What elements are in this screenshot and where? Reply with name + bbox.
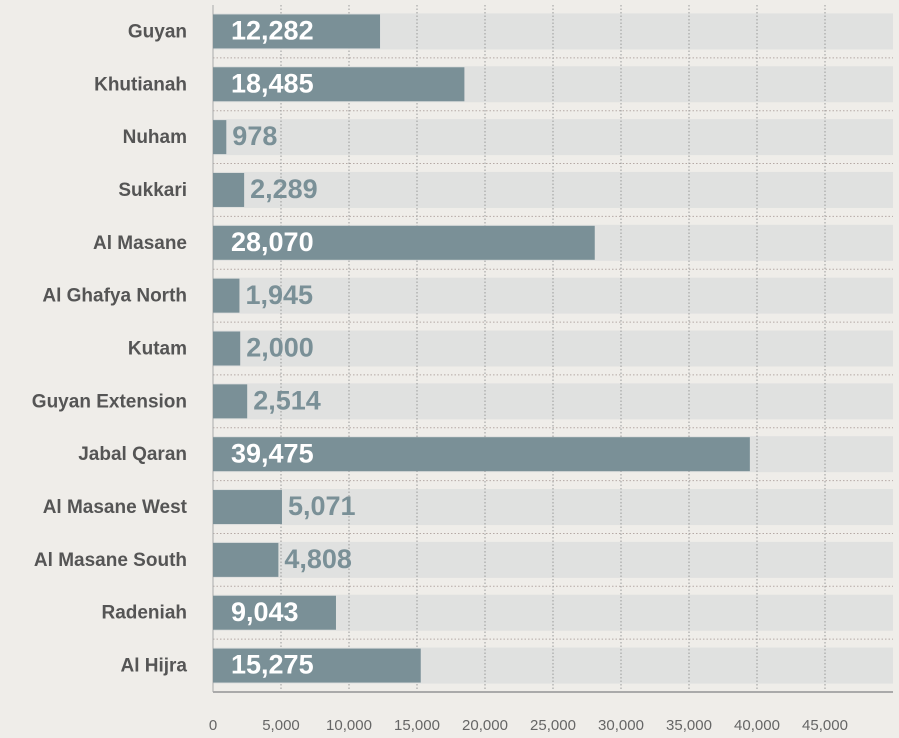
x-tick-label: 15,000 (394, 717, 440, 734)
x-tick-label: 40,000 (734, 717, 780, 734)
bar (213, 384, 247, 418)
chart: 0 5,000 10,000 15,000 20,000 25,000 30,000 35,0… (0, 0, 899, 738)
value-label: 978 (232, 121, 277, 151)
category-label: Al Masane South (34, 550, 187, 571)
x-tick-label: 5,000 (262, 717, 300, 734)
x-tick-label: 10,000 (326, 717, 372, 734)
value-label: 15,275 (231, 650, 314, 680)
value-label: 2,000 (246, 333, 314, 363)
value-label: 18,485 (231, 68, 314, 98)
x-tick-label: 30,000 (598, 717, 644, 734)
bar (213, 490, 282, 524)
value-label: 12,282 (231, 16, 314, 46)
category-label: Al Masane West (43, 497, 188, 518)
x-tick-label: 0 (209, 717, 217, 734)
value-label: 9,043 (231, 597, 299, 627)
value-label: 2,289 (250, 174, 318, 204)
value-label: 5,071 (288, 491, 356, 521)
category-label: Al Hijra (120, 656, 187, 677)
x-tick-label: 45,000 (802, 717, 848, 734)
x-tick-label: 35,000 (666, 717, 712, 734)
value-label: 1,945 (245, 280, 313, 310)
bar (213, 173, 244, 207)
category-label: Al Masane (93, 233, 187, 254)
x-tick-label: 25,000 (530, 717, 576, 734)
category-label: Kutam (128, 339, 187, 360)
value-label: 28,070 (231, 227, 314, 257)
bar (213, 120, 226, 154)
x-tick-label: 20,000 (462, 717, 508, 734)
category-label: Khutianah (94, 74, 187, 95)
bar (213, 279, 239, 313)
value-label: 4,808 (284, 544, 352, 574)
category-label: Jabal Qaran (78, 444, 187, 465)
category-label: Guyan (128, 21, 187, 42)
value-label: 39,475 (231, 438, 314, 468)
category-label: Sukkari (118, 180, 187, 201)
value-label: 2,514 (253, 385, 321, 415)
bar (213, 543, 278, 577)
category-label: Nuham (123, 127, 187, 148)
category-label: Guyan Extension (32, 391, 187, 412)
category-label: Radeniah (101, 603, 187, 624)
bar (213, 332, 240, 366)
category-label: Al Ghafya North (42, 286, 187, 307)
